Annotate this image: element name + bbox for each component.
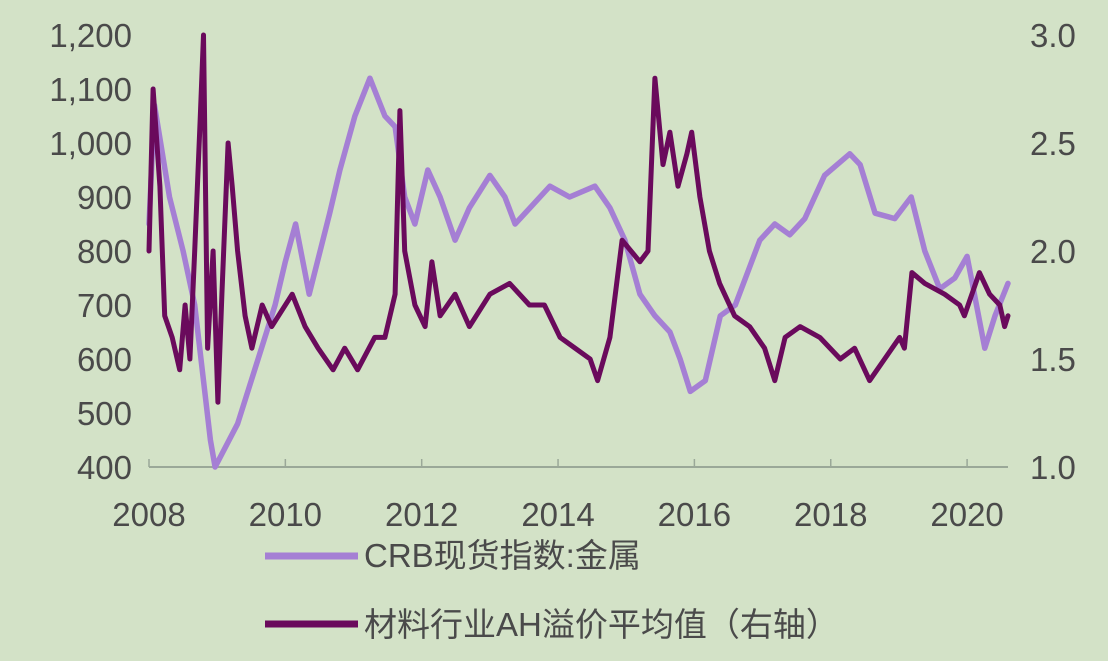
y-axis-left: 400 500 600 700 800 900 1,000 1,100 1,200 (49, 17, 132, 486)
legend-label-ah: 材料行业AH溢价平均值（右轴） (364, 606, 839, 643)
y-left-tick-label: 700 (77, 287, 132, 324)
y-right-tick-label: 1.5 (1030, 341, 1076, 378)
y-left-tick-label: 400 (77, 449, 132, 486)
x-tick-label: 2010 (249, 496, 322, 533)
y-axis-right: 1.0 1.5 2.0 2.5 3.0 (1030, 17, 1076, 486)
x-tick-label: 2016 (658, 496, 731, 533)
y-left-tick-label: 600 (77, 341, 132, 378)
y-right-tick-label: 2.0 (1030, 233, 1076, 270)
x-tick-label: 2008 (112, 496, 185, 533)
legend-label-crb: CRB现货指数:金属 (364, 537, 641, 574)
y-left-tick-label: 1,000 (49, 125, 132, 162)
legend: CRB现货指数:金属 材料行业AH溢价平均值（右轴） (265, 537, 839, 643)
series-group (146, 32, 1011, 470)
x-tick-label: 2020 (930, 496, 1003, 533)
series-line-ah-premium (146, 32, 1011, 405)
x-tick-label: 2012 (385, 496, 458, 533)
x-tick-label: 2018 (794, 496, 867, 533)
y-left-tick-label: 1,200 (49, 17, 132, 54)
y-left-tick-label: 500 (77, 395, 132, 432)
y-left-tick-label: 900 (77, 179, 132, 216)
y-right-tick-label: 1.0 (1030, 449, 1076, 486)
x-tick-label: 2014 (521, 496, 594, 533)
x-axis: 2008 2010 2012 2014 2016 2018 2020 (112, 459, 1008, 533)
y-left-tick-label: 1,100 (49, 71, 132, 108)
y-right-tick-label: 3.0 (1030, 17, 1076, 54)
y-right-tick-label: 2.5 (1030, 125, 1076, 162)
series-line-crb-metals (146, 75, 1011, 470)
y-left-tick-label: 800 (77, 233, 132, 270)
